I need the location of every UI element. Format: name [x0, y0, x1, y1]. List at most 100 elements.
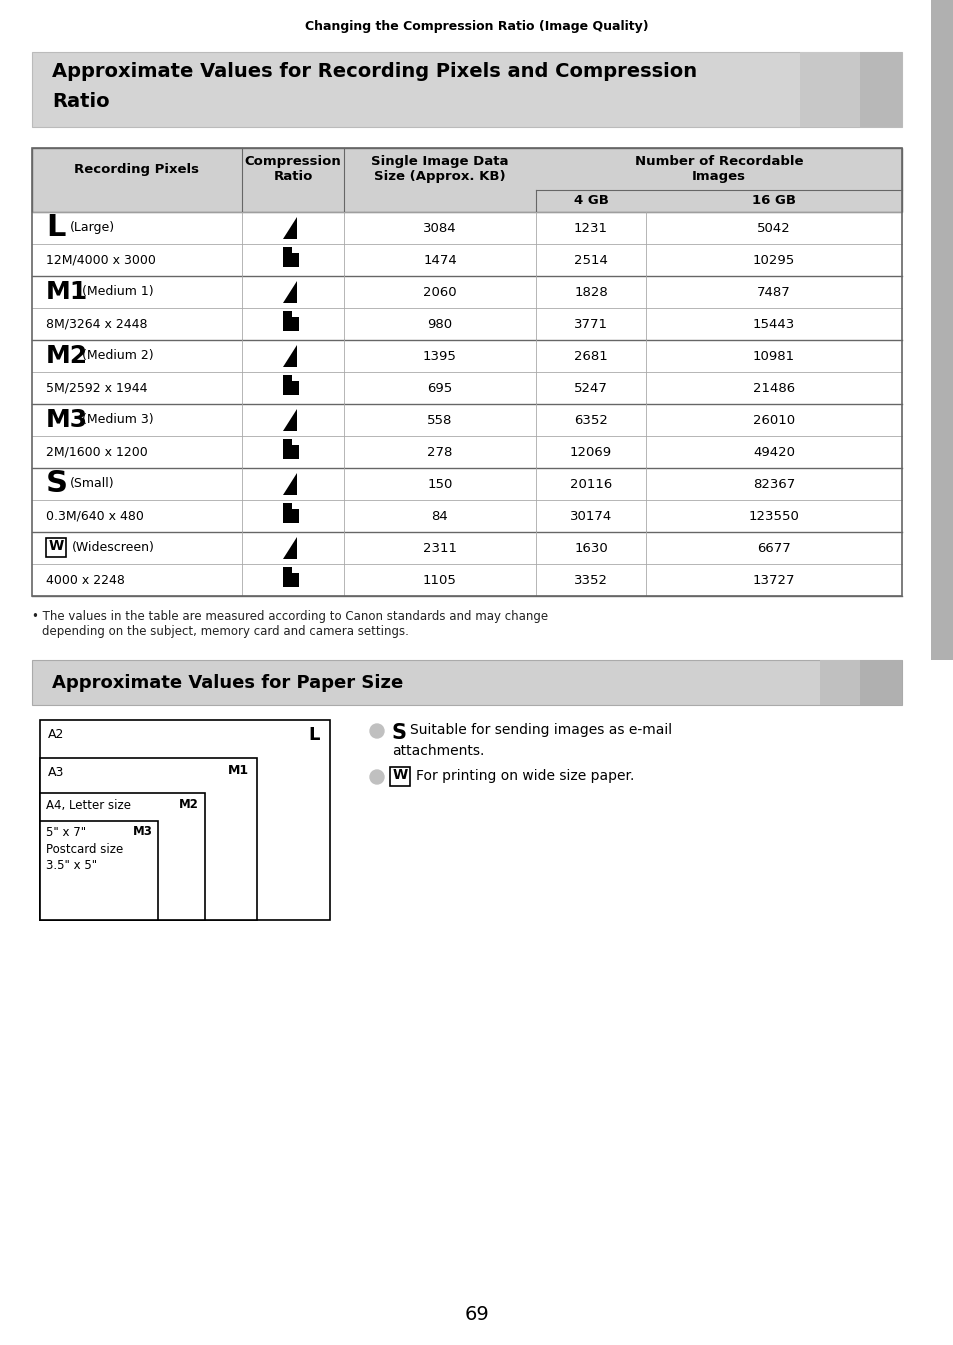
Text: Ratio: Ratio	[52, 91, 110, 112]
Bar	[32, 148, 901, 213]
Text: 1630: 1630	[574, 542, 607, 554]
Bar	[283, 317, 298, 331]
Bar	[32, 148, 901, 213]
Text: (Medium 3): (Medium 3)	[82, 413, 153, 426]
Bar	[40, 720, 330, 920]
Bar	[32, 373, 901, 404]
Text: 10295: 10295	[752, 253, 794, 266]
Polygon shape	[283, 473, 296, 495]
Text: Single Image Data
Size (Approx. KB): Single Image Data Size (Approx. KB)	[371, 155, 508, 183]
Polygon shape	[283, 281, 296, 303]
Text: S: S	[392, 724, 407, 742]
Bar	[859, 660, 901, 705]
Text: 21486: 21486	[752, 382, 794, 394]
Text: 123550: 123550	[748, 510, 799, 522]
Text: depending on the subject, memory card and camera settings.: depending on the subject, memory card an…	[42, 625, 409, 638]
Text: (Medium 1): (Medium 1)	[82, 285, 153, 299]
Text: Postcard size: Postcard size	[46, 843, 123, 855]
Bar	[46, 538, 66, 557]
Text: 82367: 82367	[752, 477, 794, 491]
Polygon shape	[283, 537, 296, 560]
Text: A2: A2	[48, 728, 64, 741]
Bar	[283, 438, 292, 447]
Text: 5042: 5042	[757, 222, 790, 234]
Text: 3.5" x 5": 3.5" x 5"	[46, 859, 97, 872]
Bar	[40, 820, 158, 920]
Text: 1828: 1828	[574, 285, 607, 299]
Text: 2060: 2060	[423, 285, 456, 299]
Bar	[40, 794, 205, 920]
Text: S: S	[46, 469, 68, 499]
Text: 16 GB: 16 GB	[751, 195, 795, 207]
Polygon shape	[283, 217, 296, 239]
Text: A4, Letter size: A4, Letter size	[46, 799, 131, 812]
Polygon shape	[283, 346, 296, 367]
Text: 2311: 2311	[422, 542, 456, 554]
Text: M3: M3	[133, 824, 152, 838]
Text: 3084: 3084	[423, 222, 456, 234]
Text: M1: M1	[228, 764, 249, 777]
Text: 49420: 49420	[752, 445, 794, 459]
Bar	[820, 660, 901, 705]
Bar	[32, 243, 901, 276]
Bar	[32, 340, 901, 373]
Bar	[283, 445, 298, 459]
Text: 150: 150	[427, 477, 453, 491]
Text: Recording Pixels: Recording Pixels	[74, 163, 199, 175]
Bar	[390, 767, 410, 785]
Text: 2M/1600 x 1200: 2M/1600 x 1200	[46, 445, 148, 459]
Text: 1474: 1474	[423, 253, 456, 266]
Text: W: W	[392, 768, 407, 781]
Bar	[32, 404, 901, 436]
Text: 5247: 5247	[574, 382, 607, 394]
Bar	[32, 660, 901, 705]
Text: 6352: 6352	[574, 413, 607, 426]
Text: 84: 84	[431, 510, 448, 522]
Bar	[859, 52, 901, 126]
Circle shape	[370, 724, 384, 738]
Text: M2: M2	[179, 798, 199, 811]
Text: 1105: 1105	[422, 573, 456, 586]
Bar	[32, 276, 901, 308]
Bar	[32, 148, 901, 596]
Text: M3: M3	[46, 408, 88, 432]
Text: 5M/2592 x 1944: 5M/2592 x 1944	[46, 382, 148, 394]
Text: Approximate Values for Recording Pixels and Compression: Approximate Values for Recording Pixels …	[52, 62, 697, 81]
Text: 3352: 3352	[574, 573, 607, 586]
Text: Suitable for sending images as e-mail: Suitable for sending images as e-mail	[410, 724, 672, 737]
Bar	[283, 568, 292, 574]
Bar	[32, 500, 901, 533]
Bar	[32, 213, 901, 243]
Text: 695: 695	[427, 382, 452, 394]
Circle shape	[370, 769, 384, 784]
Text: M2: M2	[46, 344, 88, 369]
Text: 980: 980	[427, 317, 452, 331]
Text: Number of Recordable
Images: Number of Recordable Images	[634, 155, 802, 183]
Text: 278: 278	[427, 445, 453, 459]
Text: • The values in the table are measured according to Canon standards and may chan: • The values in the table are measured a…	[32, 611, 548, 623]
Bar	[32, 436, 901, 468]
Bar	[283, 503, 292, 510]
Text: 7487: 7487	[757, 285, 790, 299]
Bar	[283, 311, 292, 317]
Text: 0.3M/640 x 480: 0.3M/640 x 480	[46, 510, 144, 522]
Text: 13727: 13727	[752, 573, 795, 586]
Text: Approximate Values for Paper Size: Approximate Values for Paper Size	[52, 674, 403, 691]
Text: 12069: 12069	[569, 445, 612, 459]
Bar	[32, 564, 901, 596]
Bar	[32, 52, 901, 126]
Text: 2681: 2681	[574, 350, 607, 363]
Text: L: L	[46, 214, 66, 242]
Bar	[283, 508, 298, 523]
Text: 30174: 30174	[569, 510, 612, 522]
Text: 26010: 26010	[752, 413, 794, 426]
Text: 69: 69	[464, 1305, 489, 1323]
Bar	[32, 468, 901, 500]
Text: 10981: 10981	[752, 350, 794, 363]
Text: Changing the Compression Ratio (Image Quality): Changing the Compression Ratio (Image Qu…	[305, 20, 648, 34]
Text: For printing on wide size paper.: For printing on wide size paper.	[416, 769, 634, 783]
Bar	[283, 573, 298, 586]
Text: 12M/4000 x 3000: 12M/4000 x 3000	[46, 253, 155, 266]
Polygon shape	[283, 409, 296, 430]
Bar	[283, 247, 292, 254]
